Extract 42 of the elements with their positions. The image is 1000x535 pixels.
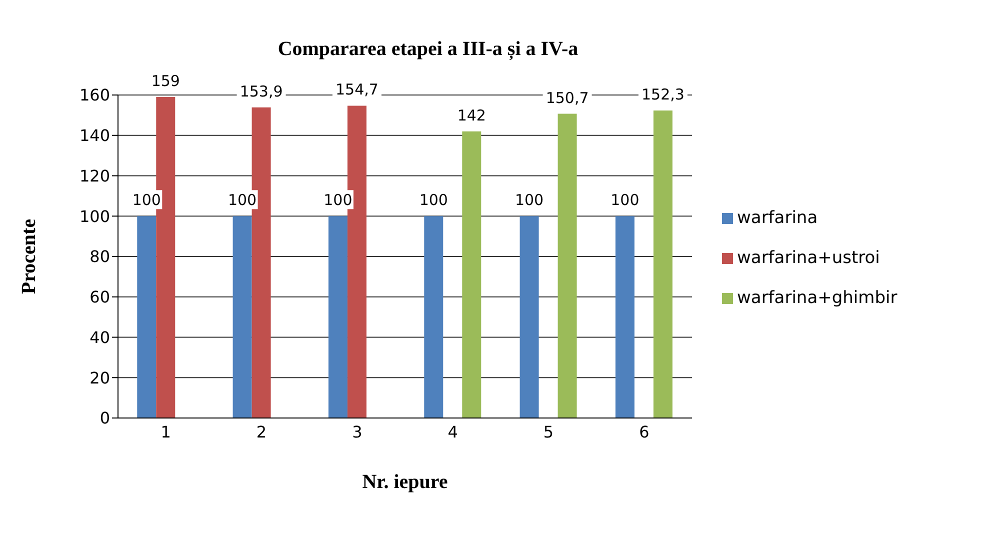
bar xyxy=(328,216,348,418)
chart-title: Compararea etapei a III-a și a IV-a xyxy=(276,38,580,61)
bar xyxy=(520,216,539,418)
y-tick-label: 80 xyxy=(90,247,110,266)
data-label: 153,9 xyxy=(240,82,283,100)
data-label: 150,7 xyxy=(546,88,589,107)
y-tick-label: 140 xyxy=(79,126,110,146)
y-tick-label: 100 xyxy=(79,206,110,226)
bar xyxy=(558,114,577,418)
data-label: 152,3 xyxy=(641,86,684,104)
data-label: 100 xyxy=(419,191,448,210)
data-label: 100 xyxy=(610,191,640,210)
y-tick-label: 0 xyxy=(100,408,110,428)
y-tick-label: 20 xyxy=(90,368,110,388)
x-tick-label: 2 xyxy=(256,422,267,442)
bar xyxy=(137,216,156,418)
y-tick-label: 160 xyxy=(79,86,110,105)
bar xyxy=(232,216,252,418)
legend-label: warfarina+ghimbir xyxy=(737,288,898,308)
legend-label: warfarina+ustroi xyxy=(737,248,880,268)
legend-label: warfarina xyxy=(737,208,818,228)
x-tick-label: 1 xyxy=(160,422,171,442)
data-label: 142 xyxy=(457,106,486,124)
y-tick-label: 40 xyxy=(90,328,110,347)
bar xyxy=(424,216,444,418)
x-tick-label: 4 xyxy=(448,422,458,442)
data-label: 100 xyxy=(514,191,544,210)
data-label: 159 xyxy=(151,72,180,90)
x-axis-title: Nr. iepure xyxy=(362,471,448,493)
bar xyxy=(462,131,482,418)
data-label: 100 xyxy=(228,191,257,210)
y-axis-title: Procente xyxy=(18,218,40,294)
bar xyxy=(615,216,634,418)
x-tick-label: 3 xyxy=(352,422,362,442)
data-label: 100 xyxy=(132,191,161,210)
data-label: 100 xyxy=(324,191,352,210)
x-tick-label: 6 xyxy=(639,422,650,442)
data-label: 154,7 xyxy=(335,80,378,99)
x-tick-label: 5 xyxy=(543,422,554,442)
y-tick-label: 120 xyxy=(79,166,110,186)
bar xyxy=(653,110,672,418)
y-tick-label: 60 xyxy=(90,288,110,307)
